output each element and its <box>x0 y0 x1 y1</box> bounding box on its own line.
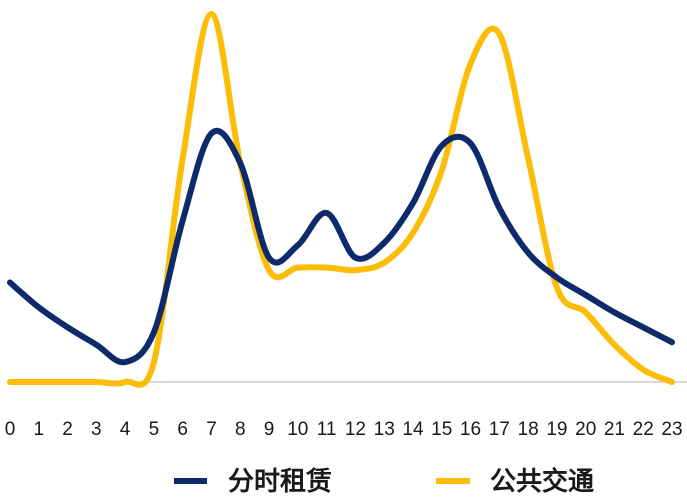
x-tick-label: 17 <box>489 419 510 440</box>
x-tick-label: 6 <box>177 419 188 440</box>
x-tick-label: 0 <box>5 419 16 440</box>
legend-label-series-2: 公共交通 <box>490 466 594 497</box>
x-tick-label: 5 <box>149 419 160 440</box>
x-tick-label: 14 <box>402 419 424 440</box>
legend-item-series-1[interactable]: 分时租赁 <box>174 467 332 497</box>
x-tick-label: 7 <box>206 419 217 440</box>
x-tick-label: 20 <box>575 419 596 440</box>
x-tick-label: 19 <box>546 419 567 440</box>
x-tick-label: 13 <box>374 419 395 440</box>
x-tick-label: 23 <box>661 419 682 440</box>
x-tick-label: 4 <box>120 419 131 440</box>
x-tick-label: 10 <box>287 419 308 440</box>
legend: 分时租赁 公共交通 <box>174 466 594 497</box>
x-tick-label: 3 <box>91 419 102 440</box>
x-tick-label: 9 <box>264 419 275 440</box>
x-tick-label: 12 <box>345 419 366 440</box>
x-tick-label: 8 <box>235 419 246 440</box>
x-tick-label: 22 <box>633 419 654 440</box>
legend-item-series-2[interactable]: 公共交通 <box>436 466 594 497</box>
series-line-1 <box>7 128 675 366</box>
x-tick-label: 16 <box>460 419 481 440</box>
x-tick-label: 2 <box>62 419 73 440</box>
x-tick-label: 11 <box>317 419 337 440</box>
x-tick-label: 21 <box>604 419 625 440</box>
series-layer <box>7 11 675 388</box>
legend-label-series-1: 分时租赁 <box>228 467 332 497</box>
x-tick-labels: 0 1 2 3 4 5 6 7 8 9 10 11 12 13 14 15 16 17 18 19 20 21 22 23 <box>5 419 683 440</box>
x-tick-label: 15 <box>431 419 452 440</box>
x-tick-label: 18 <box>518 419 539 440</box>
x-tick-label: 1 <box>34 419 45 440</box>
series-line-2 <box>7 11 675 388</box>
